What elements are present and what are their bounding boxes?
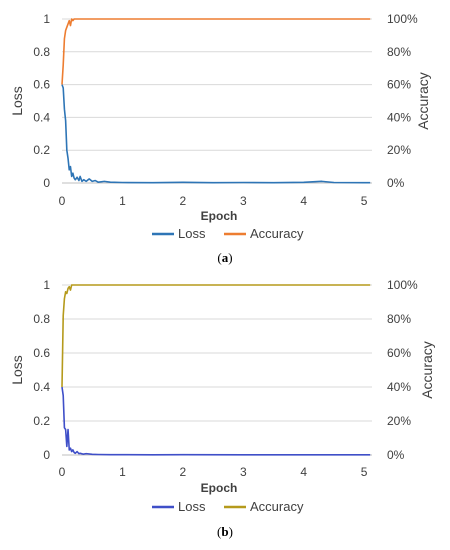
y-left-axis-title: Loss: [9, 86, 25, 116]
y-right-tick-label: 60%: [387, 346, 411, 360]
x-tick-label: 3: [240, 465, 247, 479]
y-right-axis-title: Accuracy: [415, 72, 431, 130]
y-left-tick-label: 0.6: [33, 346, 50, 360]
panel-caption-part: b: [221, 524, 228, 539]
y-right-tick-label: 100%: [387, 12, 418, 26]
y-left-tick-label: 0: [43, 448, 50, 462]
y-right-tick-label: 80%: [387, 45, 411, 59]
x-tick-label: 3: [240, 194, 247, 208]
series-line-accuracy: [61, 18, 371, 85]
y-left-tick-label: 0.6: [33, 78, 50, 92]
panel-caption: (b): [217, 524, 233, 539]
y-left-tick-label: 0.8: [33, 45, 50, 59]
y-left-tick-label: 0.2: [33, 414, 50, 428]
y-right-tick-label: 80%: [387, 312, 411, 326]
x-tick-label: 4: [300, 465, 307, 479]
series-line-accuracy: [61, 284, 371, 388]
y-right-tick-label: 100%: [387, 278, 418, 292]
panel-caption-part: ): [229, 524, 233, 539]
y-left-tick-label: 0: [43, 176, 50, 190]
y-right-tick-label: 20%: [387, 414, 411, 428]
panel-caption-part: a: [222, 250, 229, 265]
x-tick-label: 0: [59, 194, 66, 208]
y-right-axis-title: Accuracy: [419, 341, 435, 399]
x-tick-label: 1: [119, 194, 126, 208]
x-tick-label: 2: [180, 465, 187, 479]
x-tick-label: 1: [119, 465, 126, 479]
y-right-tick-label: 40%: [387, 110, 411, 124]
y-left-tick-label: 0.4: [33, 110, 50, 124]
x-tick-label: 5: [361, 194, 368, 208]
panel-caption-part: ): [228, 250, 232, 265]
y-left-axis-title: Loss: [9, 355, 25, 385]
y-right-tick-label: 60%: [387, 78, 411, 92]
legend-label-accuracy: Accuracy: [250, 499, 304, 514]
x-tick-label: 4: [300, 194, 307, 208]
y-right-tick-label: 0%: [387, 448, 405, 462]
panel-caption-part: (: [217, 250, 221, 265]
x-axis-title: Epoch: [201, 209, 238, 223]
chart-panel-b: 0 0% 0.2 20% 0.4 40% 0.6 60% 0.8 80% 1 100% 0 1 2 3 4 5 Ep…: [9, 278, 435, 539]
panel-caption-part: (: [217, 524, 221, 539]
chart-panel-a: 0 0% 0.2 20% 0.4 40% 0.6 60% 0.8 80% 1 100% 0 1 2 3 4 5 Ep…: [9, 12, 431, 265]
series-line-loss: [61, 84, 371, 184]
legend-label-accuracy: Accuracy: [250, 226, 304, 241]
y-right-tick-label: 40%: [387, 380, 411, 394]
y-left-tick-label: 1: [43, 278, 50, 292]
y-left-tick-label: 0.8: [33, 312, 50, 326]
y-left-tick-label: 0.4: [33, 380, 50, 394]
y-right-tick-label: 0%: [387, 176, 405, 190]
x-tick-label: 2: [180, 194, 187, 208]
x-tick-label: 5: [361, 465, 368, 479]
y-right-tick-label: 20%: [387, 143, 411, 157]
y-left-tick-label: 0.2: [33, 143, 50, 157]
x-tick-label: 0: [59, 465, 66, 479]
panel-caption: (a): [217, 250, 232, 265]
legend-label-loss: Loss: [178, 226, 206, 241]
series-line-loss: [61, 386, 371, 456]
x-axis-title: Epoch: [201, 481, 238, 495]
legend-label-loss: Loss: [178, 499, 206, 514]
y-left-tick-label: 1: [43, 12, 50, 26]
